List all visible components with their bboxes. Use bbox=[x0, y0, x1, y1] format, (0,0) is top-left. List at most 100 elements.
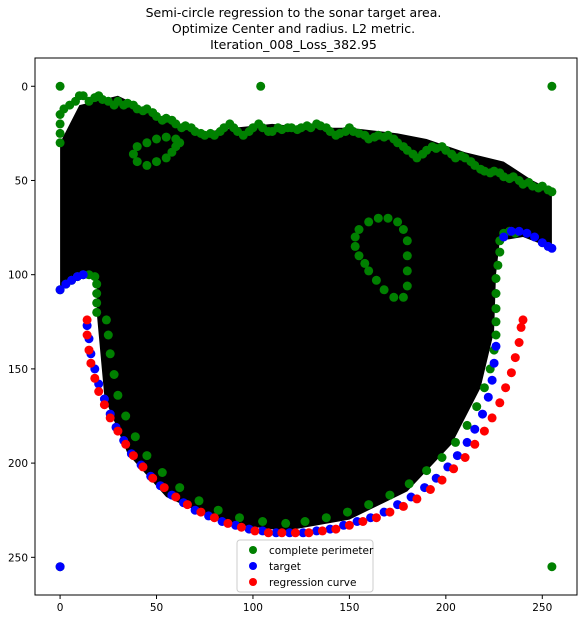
x-tick-label: 150 bbox=[339, 602, 359, 614]
series-1-point bbox=[489, 358, 499, 368]
series-0-point bbox=[462, 420, 472, 430]
series-2-point bbox=[487, 413, 497, 423]
series-0-point bbox=[194, 496, 204, 506]
legend-marker bbox=[249, 578, 257, 586]
series-2-point bbox=[113, 426, 123, 436]
legend: complete perimeter target regression curve bbox=[236, 539, 374, 593]
series-0-point bbox=[404, 479, 414, 489]
series-1-point bbox=[530, 232, 540, 242]
series-2-point bbox=[121, 439, 131, 449]
chart-title-line-3: Iteration_008_Loss_382.95 bbox=[210, 37, 377, 52]
series-2-point bbox=[398, 501, 408, 511]
x-tick-label: 250 bbox=[532, 602, 552, 614]
series-0-point bbox=[491, 304, 501, 314]
series-0-point bbox=[547, 187, 557, 197]
series-0-point bbox=[92, 279, 102, 289]
series-2-point bbox=[449, 464, 459, 474]
series-0-point bbox=[152, 157, 161, 167]
series-0-point bbox=[385, 490, 395, 500]
series-0-point bbox=[55, 138, 65, 148]
legend-marker bbox=[249, 546, 257, 554]
series-0-point bbox=[113, 390, 123, 400]
series-2-point bbox=[425, 485, 435, 494]
axis-ticks: 0 50 100 150 200 250 0 50 100 150 200 250 bbox=[8, 81, 552, 614]
series-0-point bbox=[354, 251, 364, 261]
y-tick-label: 250 bbox=[8, 552, 28, 564]
series-0-point bbox=[235, 513, 244, 523]
series-0-point bbox=[360, 258, 370, 268]
y-tick-label: 200 bbox=[8, 458, 28, 470]
series-0-point bbox=[101, 315, 111, 325]
series-0-point bbox=[493, 260, 503, 270]
series-2-point bbox=[510, 353, 520, 363]
y-tick-label: 50 bbox=[15, 175, 28, 187]
series-2-point bbox=[514, 338, 524, 347]
y-tick-label: 100 bbox=[8, 270, 28, 282]
series-0-point bbox=[402, 236, 412, 246]
series-0-point bbox=[451, 437, 460, 447]
legend-label: regression curve bbox=[269, 577, 356, 589]
series-2-point bbox=[105, 413, 115, 423]
series-0-point bbox=[389, 292, 399, 302]
series-0-point bbox=[479, 383, 489, 393]
series-0-point bbox=[402, 251, 412, 261]
series-1-point bbox=[452, 451, 462, 461]
plot-frame bbox=[34, 57, 578, 596]
series-0-point bbox=[256, 81, 266, 91]
series-0-point bbox=[354, 225, 364, 234]
x-tick-label: 0 bbox=[57, 602, 64, 614]
series-0-point bbox=[92, 307, 102, 317]
series-1-point bbox=[78, 270, 88, 280]
series-1-point bbox=[499, 232, 509, 242]
series-0-point bbox=[491, 274, 501, 283]
series-0-point bbox=[437, 453, 447, 462]
series-0-point bbox=[393, 217, 403, 227]
series-0-point bbox=[157, 468, 167, 477]
series-2-point bbox=[344, 520, 354, 530]
series-2-point bbox=[437, 475, 447, 485]
series-0-point bbox=[422, 466, 432, 476]
series-0-point bbox=[258, 517, 268, 526]
y-tick-label: 0 bbox=[21, 81, 28, 93]
series-2-point bbox=[196, 507, 206, 517]
series-0-point bbox=[55, 119, 65, 129]
series-0-point bbox=[364, 266, 374, 276]
series-0-point bbox=[142, 160, 152, 170]
series-2-point bbox=[290, 528, 300, 538]
series-0-point bbox=[161, 153, 171, 163]
series-2-point bbox=[470, 439, 480, 449]
series-2-point bbox=[84, 345, 94, 355]
series-0-point bbox=[175, 483, 185, 493]
legend-label: complete perimeter bbox=[269, 545, 374, 557]
series-2-point bbox=[159, 483, 169, 493]
chart-title-line-1: Semi-circle regression to the sonar targ… bbox=[145, 5, 442, 20]
series-2-point bbox=[138, 462, 148, 472]
series-2-point bbox=[99, 400, 109, 410]
series-0-point bbox=[78, 91, 88, 101]
series-2-point bbox=[317, 526, 327, 536]
series-1-point bbox=[487, 375, 497, 385]
series-2-point bbox=[263, 528, 273, 538]
series-1-point bbox=[478, 409, 487, 419]
series-0-point bbox=[547, 562, 557, 572]
filled-target-region bbox=[60, 95, 552, 531]
series-0-point bbox=[364, 500, 374, 510]
series-2-point bbox=[209, 513, 219, 523]
series-0-point bbox=[491, 330, 501, 340]
series-0-point bbox=[321, 513, 331, 523]
series-2-point bbox=[460, 453, 470, 462]
series-2-point bbox=[148, 473, 158, 483]
series-0-point bbox=[142, 138, 152, 148]
series-2-point bbox=[506, 368, 516, 378]
series-2-point bbox=[82, 330, 92, 340]
x-tick-label: 50 bbox=[150, 602, 163, 614]
series-0-point bbox=[402, 281, 412, 291]
series-2-point bbox=[516, 322, 526, 332]
series-0-point bbox=[213, 505, 223, 515]
series-2-point bbox=[479, 426, 489, 436]
series-2-point bbox=[304, 528, 314, 538]
series-0-point bbox=[281, 518, 291, 528]
series-2-point bbox=[236, 522, 246, 532]
series-0-point bbox=[379, 285, 389, 295]
series-2-point bbox=[182, 500, 192, 510]
